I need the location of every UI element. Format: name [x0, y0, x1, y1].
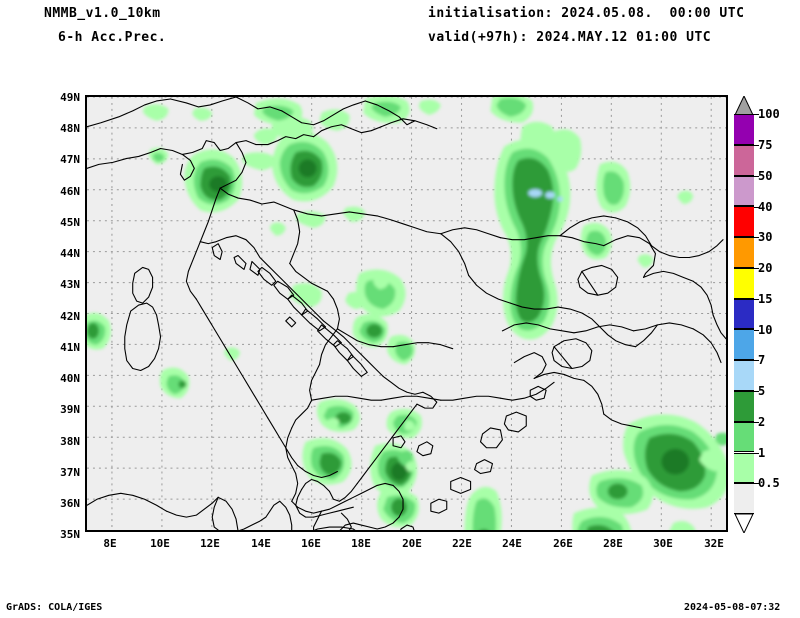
- cb-label-7: 7: [758, 353, 766, 367]
- cb-label-100: 100: [758, 107, 780, 121]
- field-title: 6-h Acc.Prec.: [58, 30, 167, 45]
- colorbar-top-arrow: [734, 96, 754, 115]
- ytick-39N: 39N: [60, 403, 80, 416]
- ytick-35N: 35N: [60, 528, 80, 541]
- ytick-45N: 45N: [60, 216, 80, 229]
- cb-seg-10-15: [734, 298, 754, 330]
- model-title: NMMB_v1.0_10km: [44, 6, 161, 21]
- cb-tick-100: [754, 114, 759, 115]
- xtick-18E: 18E: [351, 537, 371, 550]
- cb-label-0.5: 0.5: [758, 476, 780, 490]
- cb-tick-30: [754, 237, 759, 238]
- xtick-8E: 8E: [103, 537, 117, 550]
- cb-label-50: 50: [758, 169, 773, 183]
- coastline-borders: [87, 97, 726, 530]
- map-plot-area: [85, 95, 728, 532]
- cb-label-15: 15: [758, 292, 773, 306]
- cb-tick-10: [754, 330, 759, 331]
- ytick-48N: 48N: [60, 122, 80, 135]
- cb-label-40: 40: [758, 200, 773, 214]
- cb-label-2: 2: [758, 415, 766, 429]
- ytick-36N: 36N: [60, 497, 80, 510]
- cb-label-5: 5: [758, 384, 766, 398]
- cb-tick-20: [754, 268, 759, 269]
- cb-seg-20-30: [734, 237, 754, 268]
- cb-tick-0.5: [754, 483, 759, 484]
- xtick-22E: 22E: [452, 537, 472, 550]
- valid-time: valid(+97h): 2024.MAY.12 01:00 UTC: [428, 30, 712, 45]
- xtick-14E: 14E: [251, 537, 271, 550]
- cb-seg-30-40: [734, 206, 754, 238]
- ytick-47N: 47N: [60, 153, 80, 166]
- xtick-24E: 24E: [502, 537, 522, 550]
- ytick-43N: 43N: [60, 278, 80, 291]
- cb-tick-2: [754, 422, 759, 423]
- xtick-16E: 16E: [301, 537, 321, 550]
- xtick-12E: 12E: [200, 537, 220, 550]
- xtick-30E: 30E: [653, 537, 673, 550]
- ytick-46N: 46N: [60, 185, 80, 198]
- ytick-37N: 37N: [60, 466, 80, 479]
- attribution-label: GrADS: COLA/IGES: [6, 602, 103, 613]
- xtick-28E: 28E: [603, 537, 623, 550]
- ytick-40N: 40N: [60, 372, 80, 385]
- cb-tick-7: [754, 360, 759, 361]
- cb-seg-0_5-1: [734, 452, 754, 484]
- xtick-10E: 10E: [150, 537, 170, 550]
- initialisation-time: initialisation: 2024.05.08. 00:00 UTC: [428, 6, 745, 21]
- xtick-20E: 20E: [402, 537, 422, 550]
- ytick-49N: 49N: [60, 91, 80, 104]
- cb-label-75: 75: [758, 138, 773, 152]
- cb-tick-1: [754, 453, 759, 454]
- generation-timestamp: 2024-05-08-07:32: [684, 602, 781, 613]
- cb-tick-50: [754, 176, 759, 177]
- cb-tick-75: [754, 145, 759, 146]
- cb-seg-7-10: [734, 329, 754, 361]
- cb-seg-40-50: [734, 175, 754, 207]
- ytick-38N: 38N: [60, 435, 80, 448]
- cb-tick-40: [754, 207, 759, 208]
- cb-seg-15-20: [734, 267, 754, 299]
- cb-seg-1-2: [734, 421, 754, 453]
- ytick-42N: 42N: [60, 310, 80, 323]
- cb-tick-15: [754, 299, 759, 300]
- colorbar: [734, 114, 754, 514]
- cb-tick-5: [754, 391, 759, 392]
- cb-seg-50-75: [734, 144, 754, 176]
- cb-seg-5-7: [734, 360, 754, 391]
- xtick-26E: 26E: [553, 537, 573, 550]
- xtick-32E: 32E: [704, 537, 724, 550]
- cb-seg-2-5: [734, 390, 754, 422]
- ytick-41N: 41N: [60, 341, 80, 354]
- cb-label-10: 10: [758, 323, 773, 337]
- cb-label-1: 1: [758, 446, 766, 460]
- colorbar-bottom-arrow: [734, 513, 754, 533]
- precipitation-field: [87, 97, 726, 530]
- cb-label-20: 20: [758, 261, 773, 275]
- cb-seg-below-0_5: [734, 483, 754, 514]
- ytick-44N: 44N: [60, 247, 80, 260]
- cb-label-30: 30: [758, 230, 773, 244]
- cb-seg-75-100: [734, 114, 754, 145]
